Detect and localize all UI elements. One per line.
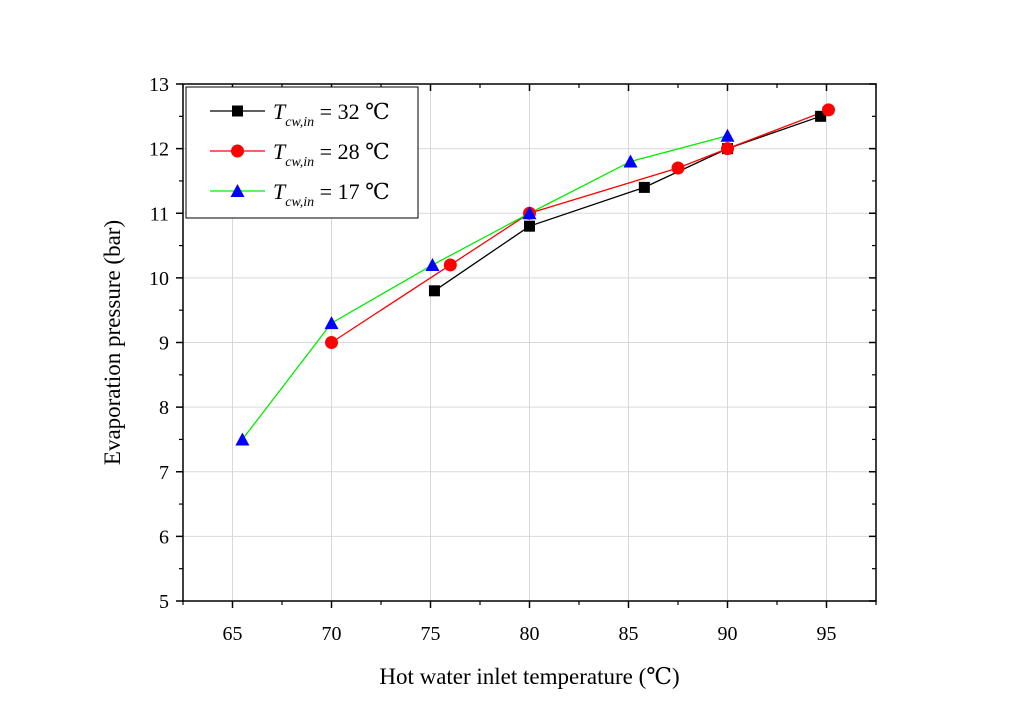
tick-labels: 65 70 75 80 85 90 95 5 6 7 8 9 10 11 12 13	[149, 74, 837, 645]
legend-label-subscript: cw,in	[285, 115, 314, 130]
legend-label-main: T	[273, 99, 287, 124]
data-point-circle	[671, 161, 685, 175]
legend-label-subscript: cw,in	[285, 195, 314, 210]
series-1-markers	[428, 110, 827, 297]
series-3-markers	[235, 128, 735, 446]
data-point-square	[524, 220, 535, 232]
y-tick-label: 7	[159, 462, 169, 484]
legend-label-value: = 32 ℃	[314, 99, 390, 124]
legend-item: Tcw,in = 17 ℃	[210, 179, 390, 210]
x-axis-title: Hot water inlet temperature (℃)	[379, 664, 679, 689]
series-line	[434, 115, 821, 292]
legend-label-value: = 28 ℃	[314, 139, 390, 164]
data-point-triangle	[522, 206, 537, 220]
data-point-square	[638, 181, 650, 193]
series-2	[331, 109, 829, 344]
x-tick-label: 75	[421, 623, 441, 645]
legend-label: Tcw,in = 17 ℃	[273, 179, 390, 210]
legend-label: Tcw,in = 32 ℃	[273, 99, 390, 130]
x-tick-label: 65	[223, 623, 243, 645]
data-point-triangle	[623, 154, 638, 168]
x-tick-label: 85	[619, 623, 639, 645]
data-point-triangle	[720, 128, 735, 142]
legend-marker-triangle	[230, 184, 245, 197]
y-axis-title: Evaporation pressure (bar)	[100, 220, 125, 465]
y-tick-label: 10	[149, 268, 169, 290]
x-tick-label: 70	[322, 623, 342, 645]
legend-label: Tcw,in = 28 ℃	[273, 139, 390, 170]
y-tick-label: 8	[159, 397, 169, 419]
y-tick-label: 6	[159, 526, 169, 548]
legend-item: Tcw,in = 32 ℃	[210, 99, 390, 130]
series-3	[241, 135, 728, 440]
data-point-circle	[821, 103, 835, 117]
x-tick-label: 80	[520, 623, 540, 645]
y-tick-label: 5	[159, 591, 169, 613]
legend-marker-circle	[231, 144, 244, 158]
y-tick-label: 9	[159, 333, 169, 355]
data-point-triangle	[425, 257, 440, 271]
legend-label-subscript: cw,in	[285, 155, 314, 170]
legend-box	[185, 86, 419, 219]
legend-label-main: T	[273, 179, 287, 204]
data-point-circle	[721, 142, 734, 156]
series-layer	[235, 103, 835, 446]
data-point-circle	[443, 258, 457, 272]
data-point-circle	[325, 336, 338, 349]
data-point-triangle	[324, 316, 339, 330]
series-1	[434, 115, 821, 292]
x-tick-label: 90	[718, 623, 738, 645]
y-tick-label: 11	[150, 203, 169, 225]
legend-marker-square	[232, 105, 243, 117]
legend-label-main: T	[273, 139, 287, 164]
y-tick-label: 12	[149, 139, 169, 161]
legend-label-value: = 17 ℃	[314, 179, 390, 204]
x-tick-label: 95	[817, 623, 837, 645]
data-point-triangle	[235, 432, 250, 446]
y-tick-label: 13	[149, 74, 169, 96]
data-point-square	[428, 285, 440, 297]
series-line	[331, 109, 829, 344]
legend-item: Tcw,in = 28 ℃	[210, 139, 390, 170]
data-point-square	[815, 110, 827, 122]
series-line	[241, 135, 728, 440]
